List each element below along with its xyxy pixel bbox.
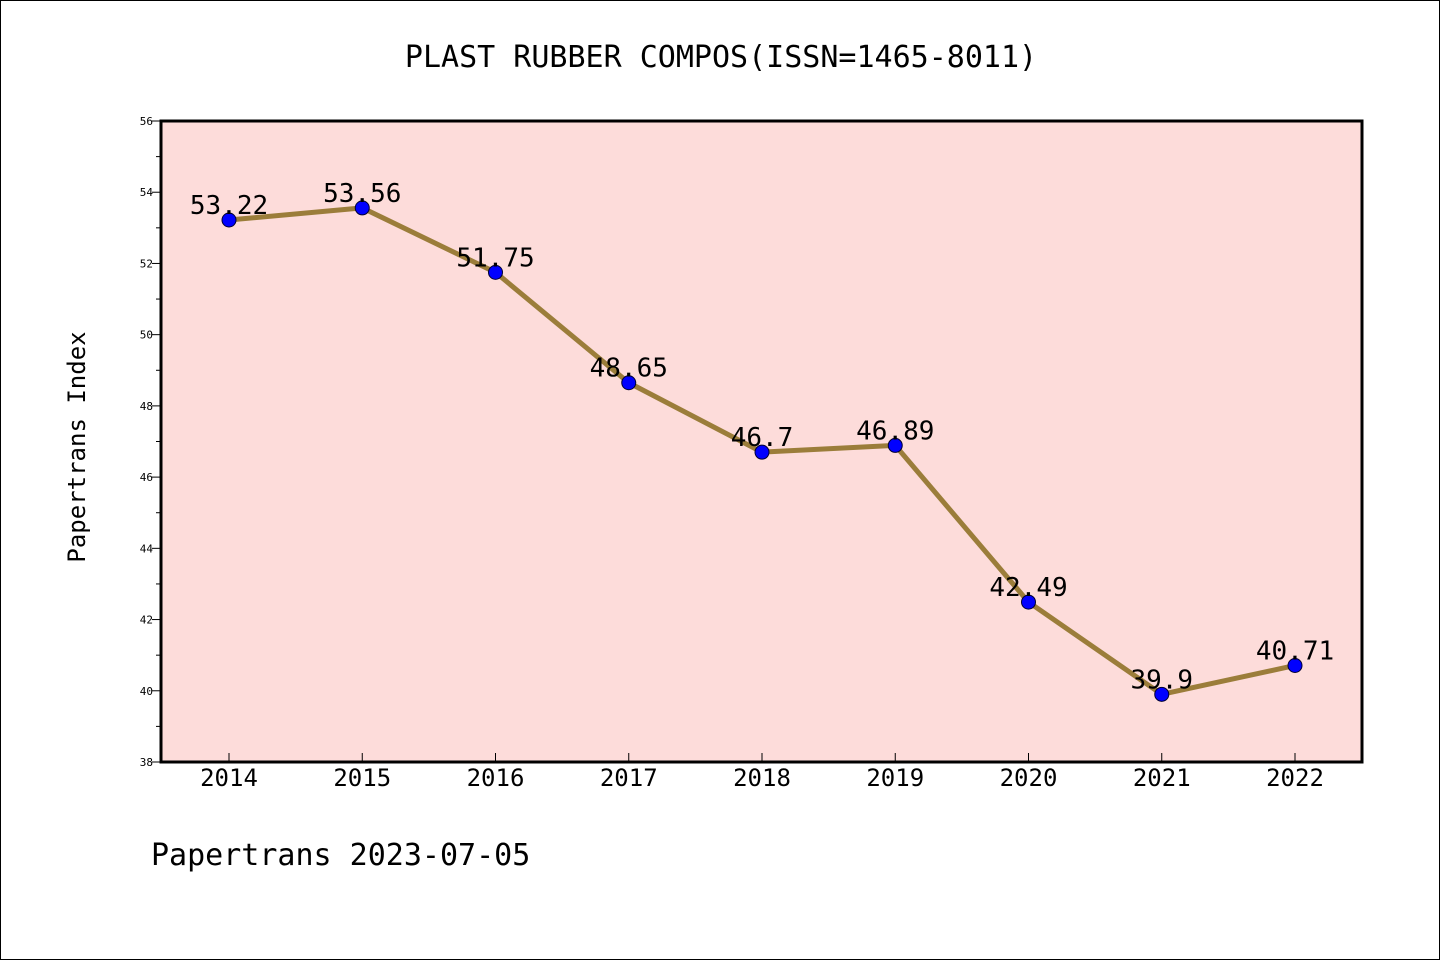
data-label: 46.89 — [856, 416, 934, 446]
data-point — [354, 200, 370, 216]
data-label: 53.56 — [323, 179, 401, 209]
x-tick-label: 2019 — [866, 764, 924, 792]
x-tick-label: 2020 — [1000, 764, 1058, 792]
y-tick-label: 38 — [140, 756, 153, 769]
y-tick-label: 48 — [140, 400, 153, 413]
data-labels: 53.22 53.56 51.75 48.65 46.7 46.89 42.49 39.9 40… — [190, 179, 1334, 695]
data-label: 39.9 — [1130, 665, 1193, 695]
y-tick-label: 42 — [140, 614, 153, 627]
x-tick-label: 2015 — [333, 764, 391, 792]
data-point — [1287, 657, 1303, 673]
y-tick-label: 40 — [140, 685, 153, 698]
y-axis-label: Papertrans Index — [63, 331, 91, 562]
x-tick-label: 2014 — [200, 764, 258, 792]
data-label: 51.75 — [456, 243, 534, 273]
data-point — [488, 264, 503, 280]
data-point — [754, 444, 770, 460]
series-layer — [221, 200, 1303, 702]
y-tick-label: 54 — [140, 186, 154, 199]
data-point — [887, 437, 903, 453]
x-tick-label: 2022 — [1266, 764, 1324, 792]
data-point — [1021, 594, 1036, 610]
data-label: 40.71 — [1256, 636, 1334, 666]
x-tick-label: 2018 — [733, 764, 791, 792]
y-tick-label: 46 — [140, 471, 153, 484]
data-point — [1154, 686, 1170, 702]
data-label: 48.65 — [590, 354, 668, 384]
y-tick-label: 56 — [140, 115, 153, 128]
data-label: 46.7 — [731, 423, 794, 453]
plot-area — [159, 119, 1364, 764]
x-tick-label: 2021 — [1133, 764, 1191, 792]
x-tick-label: 2016 — [467, 764, 525, 792]
data-point — [221, 212, 237, 228]
y-tick-label: 44 — [140, 542, 154, 555]
x-axis-ticks: 2014 2015 2016 2017 2018 2019 2020 2021 2022 — [200, 753, 1324, 792]
x-tick-label: 2017 — [600, 764, 658, 792]
y-axis-ticks: 38 40 42 44 46 48 50 52 54 56 — [140, 115, 161, 769]
data-label: 42.49 — [989, 573, 1067, 603]
y-tick-label: 50 — [140, 329, 153, 342]
chart-title: PLAST RUBBER COMPOS(ISSN=1465-8011) — [405, 40, 1037, 75]
data-label: 53.22 — [190, 191, 268, 221]
y-tick-label: 52 — [140, 257, 153, 270]
footer-text: Papertrans 2023-07-05 — [151, 838, 530, 873]
data-point — [621, 375, 637, 391]
